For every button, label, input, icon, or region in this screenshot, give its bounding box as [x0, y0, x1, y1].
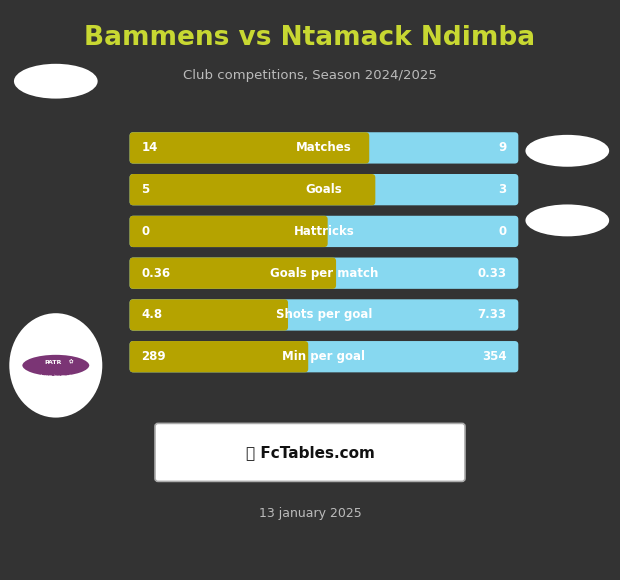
Text: Min per goal: Min per goal — [283, 350, 365, 363]
Text: Club competitions, Season 2024/2025: Club competitions, Season 2024/2025 — [183, 69, 437, 82]
FancyBboxPatch shape — [130, 299, 518, 331]
FancyBboxPatch shape — [130, 132, 370, 164]
Text: Hattricks: Hattricks — [294, 225, 354, 238]
FancyBboxPatch shape — [130, 174, 375, 205]
FancyBboxPatch shape — [130, 132, 518, 164]
FancyBboxPatch shape — [130, 258, 336, 289]
Text: 0: 0 — [498, 225, 507, 238]
Ellipse shape — [9, 313, 102, 418]
Text: 📈 FcTables.com: 📈 FcTables.com — [246, 445, 374, 460]
Text: 14: 14 — [141, 142, 157, 154]
Text: 354: 354 — [482, 350, 507, 363]
Ellipse shape — [21, 353, 91, 378]
Text: Matches: Matches — [296, 142, 352, 154]
Text: 7.33: 7.33 — [477, 309, 507, 321]
Text: 9: 9 — [498, 142, 507, 154]
Text: 13 january 2025: 13 january 2025 — [259, 507, 361, 520]
Ellipse shape — [526, 205, 609, 237]
Text: PATR: PATR — [44, 360, 61, 365]
FancyBboxPatch shape — [130, 341, 308, 372]
Text: Goals per match: Goals per match — [270, 267, 378, 280]
FancyBboxPatch shape — [130, 341, 518, 372]
Text: Goals: Goals — [306, 183, 342, 196]
Text: 3: 3 — [498, 183, 507, 196]
FancyBboxPatch shape — [130, 299, 288, 331]
Text: ✿: ✿ — [69, 360, 74, 365]
Text: lorem ipsum sit: lorem ipsum sit — [40, 374, 71, 378]
Text: 5: 5 — [141, 183, 149, 196]
Text: 4.8: 4.8 — [141, 309, 162, 321]
Text: 289: 289 — [141, 350, 166, 363]
Text: 0: 0 — [141, 225, 149, 238]
FancyBboxPatch shape — [155, 423, 465, 481]
Text: 0.36: 0.36 — [141, 267, 171, 280]
FancyBboxPatch shape — [130, 258, 518, 289]
Text: Bammens vs Ntamack Ndimba: Bammens vs Ntamack Ndimba — [84, 25, 536, 50]
Text: 0.33: 0.33 — [477, 267, 507, 280]
Ellipse shape — [526, 135, 609, 167]
FancyBboxPatch shape — [130, 216, 518, 247]
Ellipse shape — [14, 64, 98, 99]
FancyBboxPatch shape — [130, 174, 518, 205]
FancyBboxPatch shape — [130, 216, 327, 247]
Text: Shots per goal: Shots per goal — [276, 309, 372, 321]
